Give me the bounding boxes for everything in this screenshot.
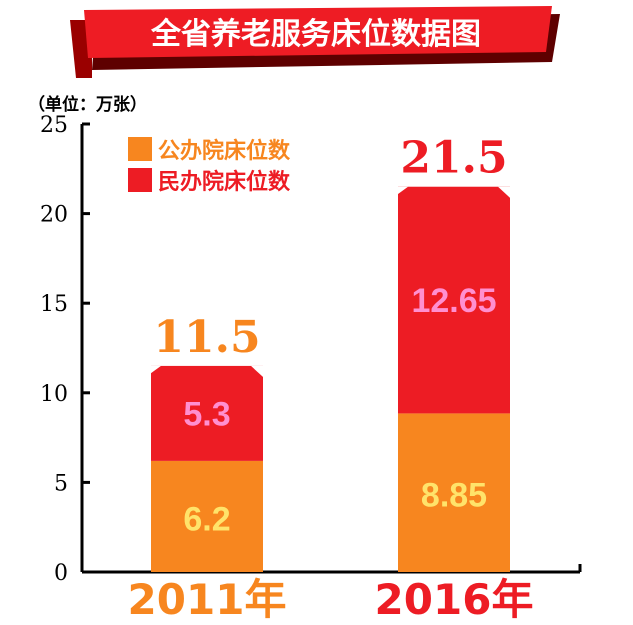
y-tick-label: 0 [54,561,68,586]
private-value-label: 12.65 [411,282,496,320]
bar-public-segment [151,460,263,572]
title-banner-body [84,6,552,58]
legend-label: 公办院床位数 [158,138,291,164]
bar-corner-cut [498,186,511,199]
y-tick-label: 20 [40,203,68,228]
y-tick-label: 15 [40,292,68,317]
bar-corner-cut [150,365,161,374]
legend-swatch [128,137,152,161]
y-tick-label: 10 [40,382,68,407]
bar-private-segment [151,365,263,461]
private-value-label: 5.3 [183,395,230,433]
title-banner: 全省养老服务床位数据图 [70,6,560,78]
y-tick-label: 25 [40,113,68,138]
bar-public-segment [398,413,510,572]
legend-label: 民办院床位数 [158,169,291,195]
x-category-label: 2016年 [375,575,534,624]
bar-corner-cut [251,365,264,378]
y-tick-label: 5 [54,471,68,496]
bar-private-segment [398,186,510,414]
public-value-label: 8.85 [421,477,487,515]
chart-title: 全省养老服务床位数据图 [150,17,481,52]
bars: 6.2 5.3 11.5 2011年 8.85 12.65 21.5 2016年 [128,133,534,624]
legend-swatch [128,168,152,192]
total-value-label: 11.5 [153,312,260,363]
public-value-label: 6.2 [183,500,230,538]
bar-corner-cut [397,186,408,195]
total-value-label: 21.5 [400,133,507,184]
x-category-label: 2011年 [128,575,287,624]
unit-label: （单位：万张） [28,94,147,115]
